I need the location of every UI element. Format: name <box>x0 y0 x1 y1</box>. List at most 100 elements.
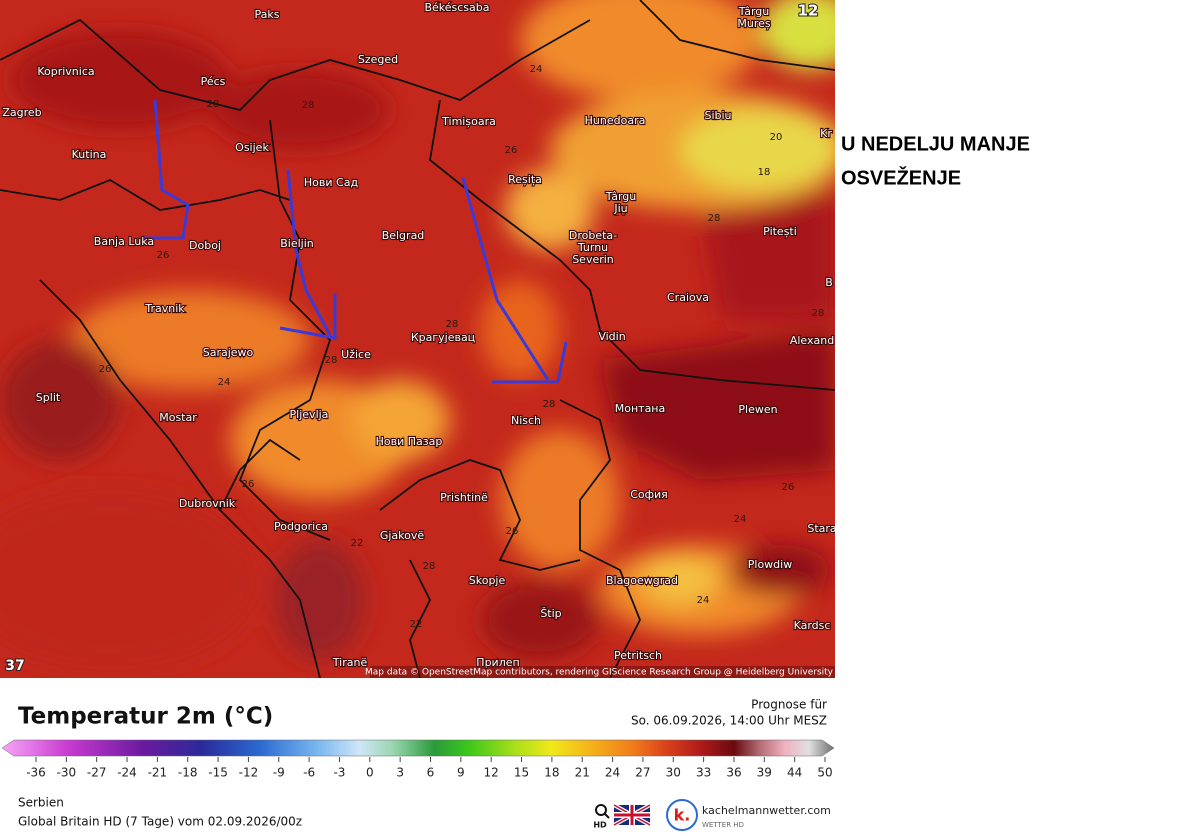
city-label: Craiova <box>667 291 709 304</box>
scale-tick-label: 12 <box>484 766 499 780</box>
scale-tick-label: 6 <box>427 766 435 780</box>
city-label: Severin <box>572 253 614 266</box>
forecast-time: So. 06.09.2026, 14:00 Uhr MESZ <box>631 714 827 728</box>
contour-label: 28 <box>325 355 338 366</box>
scale-tick-label: 33 <box>696 766 711 780</box>
scale-tick-label: 15 <box>514 766 529 780</box>
corner-label: 12 <box>798 2 819 20</box>
city-label: Prishtinë <box>440 491 488 504</box>
attribution-bg <box>370 666 835 678</box>
scale-tick-label: -18 <box>178 766 198 780</box>
city-label: Mostar <box>159 411 197 424</box>
city-label: Hunedoara <box>585 114 646 127</box>
contour-label: 26 <box>506 526 519 537</box>
city-label: Vidin <box>598 330 625 343</box>
region: Serbien <box>18 796 64 810</box>
city-label: Sarajewo <box>203 346 254 359</box>
scale-tick-label: 39 <box>757 766 772 780</box>
scale-tick-label: -3 <box>333 766 345 780</box>
scale-tick-label: 21 <box>575 766 590 780</box>
scale-tick-label: -30 <box>57 766 77 780</box>
contour-label: 28 <box>708 213 721 224</box>
brand-sub: WETTER HD <box>702 821 744 829</box>
contour-label: 24 <box>530 64 543 75</box>
city-label: Užice <box>341 348 371 361</box>
city-label: Plowdiw <box>748 558 792 571</box>
hd-label: HD <box>593 821 607 830</box>
city-label: Belgrad <box>382 229 425 242</box>
contour-label: 24 <box>218 377 231 388</box>
legend-title: Temperatur 2m (°C) <box>18 704 273 730</box>
attribution: Map data © OpenStreetMap contributors, r… <box>365 668 834 678</box>
model-run: Global Britain HD (7 Tage) vom 02.09.202… <box>18 815 302 829</box>
contour-label: 26 <box>505 145 518 156</box>
city-label: Kutina <box>72 148 107 161</box>
city-label: Sibiu <box>704 109 731 122</box>
city-label: Paks <box>255 8 280 21</box>
city-label: Banja Luka <box>94 235 154 248</box>
city-label: Kardsc <box>794 619 831 632</box>
logo-letter: k. <box>674 806 691 825</box>
annotation: U NEDELJU MANJE <box>841 133 1030 155</box>
city-label: Doboj <box>189 239 221 252</box>
city-label: Pitești <box>763 225 797 238</box>
city-label: Stara <box>807 522 836 535</box>
contour-label: 28 <box>207 99 220 110</box>
city-label: Târgu <box>738 5 769 18</box>
scale-tick-label: -6 <box>303 766 315 780</box>
scale-tick-label: 0 <box>366 766 374 780</box>
city-label: Târgu <box>605 190 636 203</box>
scale-tick-label: 30 <box>666 766 681 780</box>
city-label: Blagoewgrad <box>606 574 678 587</box>
contour-label: 26 <box>242 479 255 490</box>
city-label: Turnu <box>577 241 608 254</box>
search-icon[interactable]: HD <box>593 804 610 830</box>
city-label: Štip <box>540 607 561 620</box>
scale-tick-label: -12 <box>239 766 259 780</box>
city-label: Békéscsaba <box>424 1 489 14</box>
contour-label: 26 <box>99 364 112 375</box>
borders <box>0 0 835 678</box>
contour-label: 28 <box>812 308 825 319</box>
contour-label: 28 <box>446 319 459 330</box>
city-label: Tiranë <box>332 656 368 669</box>
corner-label: 37 <box>5 658 24 674</box>
city-label: Reșița <box>508 173 542 186</box>
annotation-arrows <box>143 99 568 384</box>
city-label: B <box>825 276 833 289</box>
city-label: Szeged <box>358 53 398 66</box>
city-label: Нови Сад <box>304 176 359 189</box>
scale-tick-label: -27 <box>87 766 107 780</box>
annotation: OSVEŽENJE <box>841 165 961 189</box>
contour-labels: 28 28 24 26 20 18 26 28 26 28 28 26 24 28 28 26 26 24 22 26… <box>99 64 825 630</box>
scale-tick-label: 18 <box>544 766 559 780</box>
scale-tick-label: 36 <box>726 766 741 780</box>
city-label: Pljevlja <box>290 408 329 421</box>
city-label: Zagreb <box>2 106 41 119</box>
city-label: Монтана <box>615 402 666 415</box>
city-label: Kr <box>820 127 832 140</box>
logo[interactable]: k. kachelmannwetter.com WETTER HD <box>666 799 831 831</box>
city-label: Нови Пазар <box>376 435 443 448</box>
color-scale <box>1 739 835 757</box>
contour-label: 28 <box>423 561 436 572</box>
city-label: Skopje <box>469 574 506 587</box>
contour-label: 26 <box>157 250 170 261</box>
uk-flag[interactable] <box>613 803 651 827</box>
contour-label: 28 <box>543 399 556 410</box>
city-label: Mureș <box>737 17 771 30</box>
contour-label: 18 <box>758 167 771 178</box>
contour-label: 24 <box>734 514 747 525</box>
contour-label: 26 <box>614 208 627 219</box>
city-label: Podgorica <box>274 520 328 533</box>
scale-tick-label: -21 <box>148 766 168 780</box>
city-label: Plewen <box>738 403 777 416</box>
city-label: Pécs <box>201 75 226 88</box>
city-label: Split <box>36 391 61 404</box>
scale-tick-label: 44 <box>787 766 802 780</box>
city-label: Drobeta- <box>569 229 617 242</box>
city-label: Nisch <box>511 414 541 427</box>
